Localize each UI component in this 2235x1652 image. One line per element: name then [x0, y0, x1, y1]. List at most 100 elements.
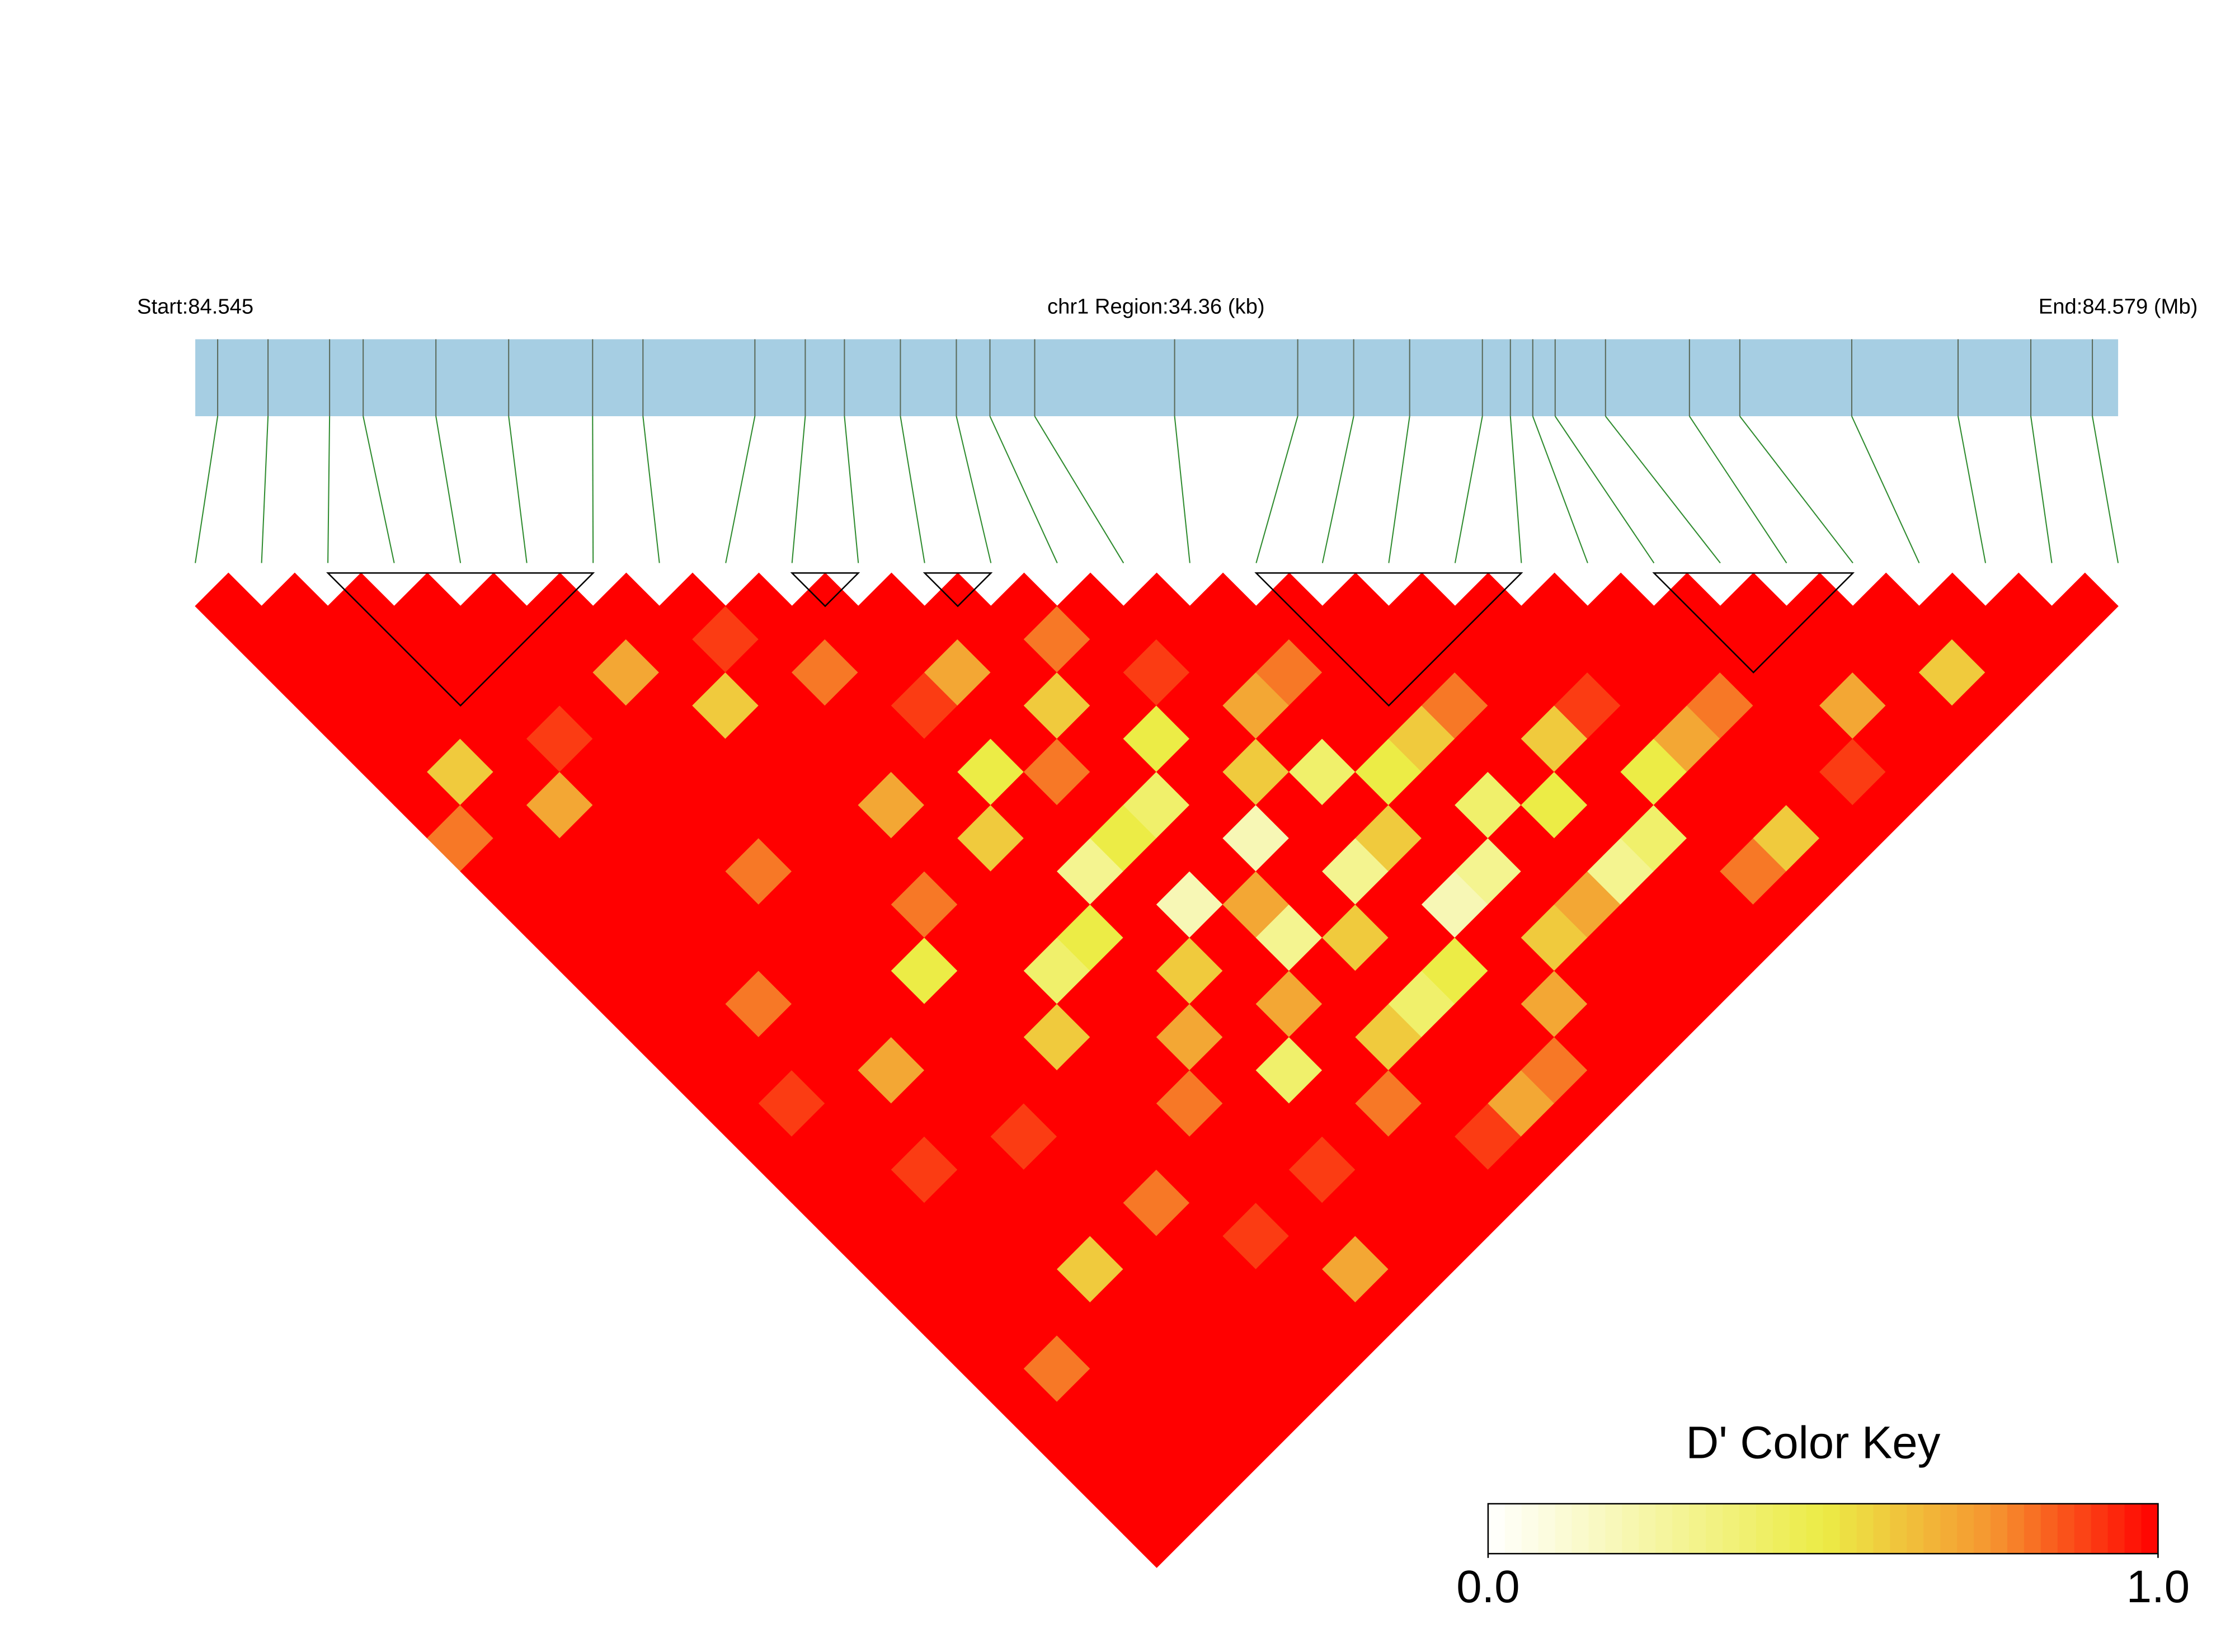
ld-cell: [1189, 904, 1257, 972]
ld-cell: [1322, 771, 1390, 839]
ld-cell: [1023, 1136, 1091, 1203]
snp-connector: [642, 416, 660, 563]
ld-cell: [2051, 572, 2119, 640]
key-step: [1940, 1503, 1958, 1554]
key-step: [2007, 1503, 2025, 1554]
key-step: [1907, 1503, 1925, 1554]
ld-cell: [858, 1037, 925, 1104]
ld-cell: [1322, 904, 1390, 972]
ld-cell: [725, 1103, 793, 1170]
ld-cell: [1189, 771, 1257, 839]
ld-cell: [1786, 837, 1853, 905]
ld-cell: [1620, 804, 1688, 872]
key-step: [1839, 1503, 1857, 1554]
ld-cell: [526, 639, 594, 707]
snp-connector: [1034, 416, 1124, 563]
ld-cell: [195, 572, 262, 640]
snp-connector: [592, 416, 594, 563]
key-step: [1521, 1503, 1539, 1554]
key-step: [1723, 1503, 1740, 1554]
ld-cell: [327, 705, 395, 773]
ld-cell: [758, 1136, 826, 1203]
ld-cell: [858, 705, 925, 773]
ld-cell: [1421, 804, 1489, 872]
ld-cell: [1189, 572, 1257, 640]
ld-cell: [1421, 1003, 1489, 1071]
snp-connector: [1509, 416, 1522, 563]
ld-cell: [1620, 870, 1688, 938]
snp-connector: [1554, 416, 1655, 563]
ld-cell: [1786, 771, 1853, 839]
ld-cell: [1156, 672, 1224, 740]
ld-cell: [1023, 1070, 1091, 1137]
ld-cell: [1421, 1136, 1489, 1203]
ld-cell: [1156, 1401, 1224, 1469]
ld-cell: [891, 1136, 958, 1203]
key-step: [1555, 1503, 1573, 1554]
key-step: [1504, 1503, 1522, 1554]
ld-cell: [1156, 1268, 1224, 1336]
ld-cell: [1156, 1003, 1224, 1071]
ld-cell: [891, 870, 958, 938]
ld-cell: [725, 970, 793, 1038]
snp-connector: [725, 416, 756, 563]
ld-cell: [858, 1103, 925, 1170]
ld-cell: [1023, 1268, 1091, 1336]
ld-cell: [1786, 705, 1853, 773]
snp-connector: [327, 416, 331, 563]
ld-cell: [460, 837, 528, 905]
ld-cell: [1189, 1103, 1257, 1170]
snp-connector: [508, 416, 528, 563]
ld-cell: [493, 738, 561, 806]
ld-cell: [858, 837, 925, 905]
ld-cell: [1421, 1202, 1489, 1270]
key-step: [2024, 1503, 2041, 1554]
key-step: [1689, 1503, 1706, 1554]
key-step: [1772, 1503, 1790, 1554]
ld-cell: [1720, 572, 1787, 640]
ld-cell: [1189, 1302, 1257, 1369]
ld-cell: [725, 705, 793, 773]
key-step: [1756, 1503, 1773, 1554]
ld-cell: [1156, 804, 1224, 872]
ld-cell: [891, 1268, 958, 1336]
ld-cell: [1852, 771, 1920, 839]
ld-cell: [1521, 1037, 1588, 1104]
ld-cell: [1156, 1467, 1224, 1535]
haplotype-block: [790, 572, 860, 608]
ld-cell: [1819, 804, 1887, 872]
ld-cell: [891, 804, 958, 872]
ld-cell: [1322, 1302, 1390, 1369]
ld-cell: [1421, 672, 1489, 740]
key-step: [1957, 1503, 1974, 1554]
ld-cell: [1421, 870, 1489, 938]
ld-cell: [758, 738, 826, 806]
ld-cell: [725, 837, 793, 905]
ld-cell: [1189, 970, 1257, 1038]
ld-cell: [1156, 605, 1224, 673]
key-step: [1571, 1503, 1589, 1554]
snp-connector: [1321, 416, 1354, 563]
ld-cell: [725, 1037, 793, 1104]
ld-cell: [1322, 1103, 1390, 1170]
ld-cell: [1156, 870, 1224, 938]
ld-cell: [1587, 572, 1655, 640]
snp-connector: [261, 416, 269, 563]
key-step: [1856, 1503, 1874, 1554]
ld-cell: [1322, 1037, 1390, 1104]
ld-cell: [1023, 1003, 1091, 1071]
ld-cell: [526, 705, 594, 773]
ld-cell: [858, 970, 925, 1038]
ld-cell: [1620, 1003, 1688, 1071]
snp-connector: [956, 416, 992, 563]
ld-cell: [1421, 738, 1489, 806]
snp-connector: [195, 416, 219, 563]
snp-connector: [1388, 416, 1410, 563]
key-step: [1639, 1503, 1657, 1554]
snp-connector: [1957, 416, 1987, 563]
key-step: [1991, 1503, 2008, 1554]
ld-cell: [758, 870, 826, 938]
key-step: [1739, 1503, 1757, 1554]
ld-cell: [1023, 804, 1091, 872]
